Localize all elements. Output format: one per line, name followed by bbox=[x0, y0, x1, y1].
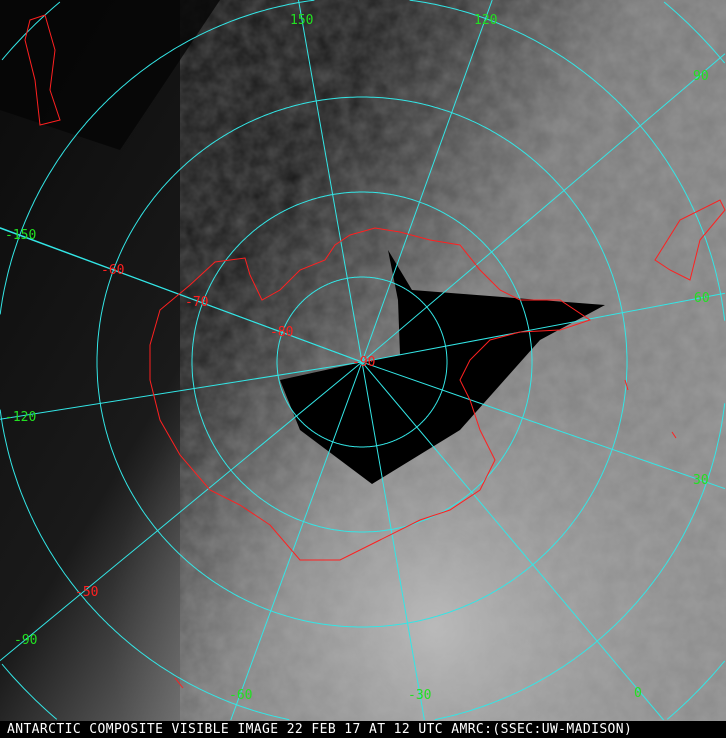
dark-sector bbox=[0, 0, 220, 150]
lat-label: -70 bbox=[185, 295, 208, 310]
lon-label: -150 bbox=[5, 228, 36, 243]
lat-label: -50 bbox=[75, 585, 98, 600]
meridian-line bbox=[0, 227, 363, 363]
latitude-circle bbox=[276, 276, 448, 448]
lon-label: 150 bbox=[290, 13, 313, 28]
meridian-line bbox=[361, 53, 726, 363]
lon-label: 0 bbox=[634, 686, 642, 701]
image-caption: ANTARCTIC COMPOSITE VISIBLE IMAGE 22 FEB… bbox=[0, 721, 726, 738]
meridian-line bbox=[0, 361, 363, 420]
latitude-labels: -60 -70 -80 -90 -50 bbox=[75, 263, 375, 600]
lon-label: 30 bbox=[693, 473, 709, 488]
coastline bbox=[24, 14, 726, 689]
lon-label: 90 bbox=[693, 69, 709, 84]
longitude-labels: 150 120 90 -150 60 -120 30 -90 -60 -30 0 bbox=[5, 13, 710, 703]
meridian-line bbox=[361, 361, 726, 490]
lon-label: 60 bbox=[694, 291, 710, 306]
latitude-circle bbox=[0, 0, 726, 721]
lat-label: -60 bbox=[101, 263, 124, 278]
latitude-circle bbox=[96, 96, 628, 628]
meridian-line bbox=[361, 0, 493, 363]
meridian-line bbox=[361, 361, 664, 721]
lon-label: -30 bbox=[408, 688, 431, 703]
latitude-circle bbox=[191, 191, 533, 533]
lon-label: 120 bbox=[474, 13, 497, 28]
lon-label: -60 bbox=[229, 688, 252, 703]
meridian-line bbox=[361, 292, 726, 363]
meridian-line bbox=[361, 361, 425, 721]
meridian-line bbox=[0, 361, 363, 661]
latitude-circles bbox=[0, 0, 726, 721]
meridian-line bbox=[230, 361, 363, 721]
lon-label: -90 bbox=[14, 633, 37, 648]
latitude-circle bbox=[1, 1, 726, 720]
lon-label: -120 bbox=[5, 410, 36, 425]
meridian-line bbox=[298, 0, 363, 363]
lat-label: -80 bbox=[270, 325, 293, 340]
meridian-lines bbox=[0, 0, 726, 721]
lat-label: -90 bbox=[352, 355, 375, 370]
